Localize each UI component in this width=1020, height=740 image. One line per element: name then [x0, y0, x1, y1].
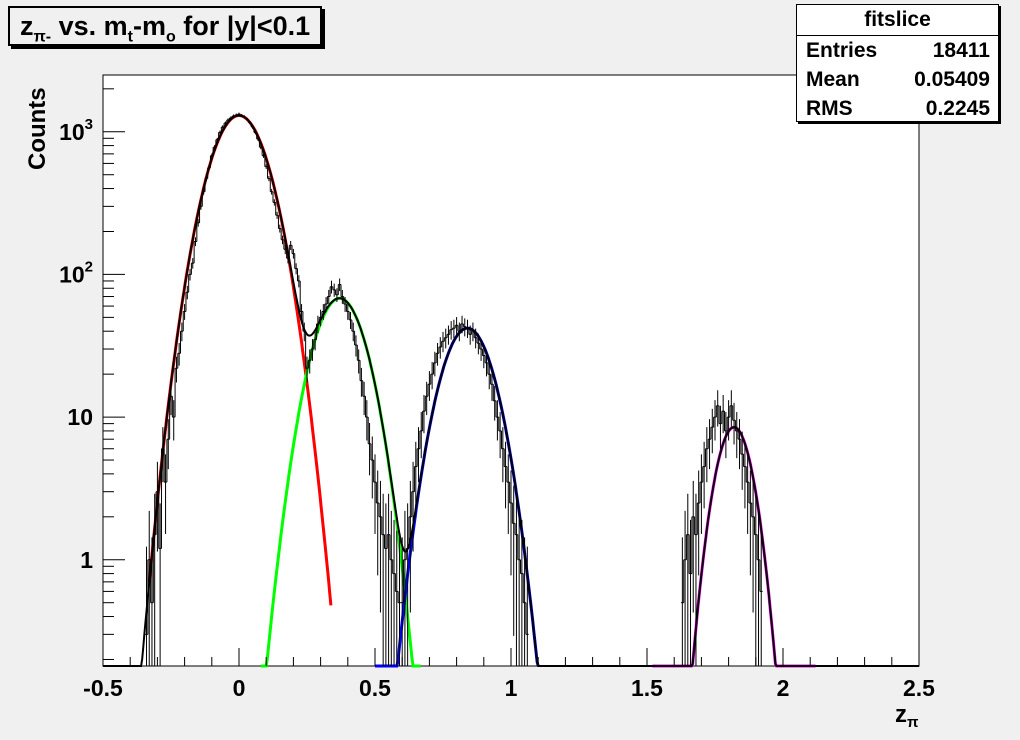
- y-axis-label: Counts: [24, 87, 51, 170]
- x-axis-label-z: z: [895, 701, 907, 728]
- y-tick-exponent: 3: [85, 116, 93, 133]
- title-rest: for |y|<0.1: [175, 11, 311, 41]
- x-tick-label: 2: [777, 675, 790, 701]
- y-tick-label: 102: [59, 258, 93, 287]
- x-tick-label: 2.5: [903, 675, 935, 701]
- y-tick-base: 1: [80, 547, 93, 573]
- x-tick-label: 0.5: [359, 675, 391, 701]
- stats-row-rms: RMS 0.2245: [797, 94, 998, 123]
- title-t-sub: t: [127, 28, 133, 46]
- title-pi-sub: π-: [33, 28, 52, 46]
- y-tick-base: 10: [59, 261, 85, 287]
- chart-title: zπ- vs. mt-mo for |y|<0.1: [8, 6, 323, 46]
- x-tick-label: -0.5: [83, 675, 123, 701]
- histogram: [145, 112, 763, 666]
- y-tick-label: 10: [67, 404, 93, 430]
- y-tick-base: 10: [59, 119, 85, 145]
- x-tick-label: 1.5: [631, 675, 663, 701]
- x-axis-label: zπ: [895, 701, 919, 731]
- title-mid: vs. m: [51, 11, 128, 41]
- plot-frame: [102, 74, 920, 667]
- title-o-sub: o: [165, 28, 176, 46]
- x-tick-label: 1: [505, 675, 518, 701]
- y-tick-label: 103: [59, 116, 93, 145]
- title-z: z: [20, 11, 34, 41]
- stats-label: Mean: [806, 68, 860, 91]
- stats-value: 0.05409: [914, 68, 990, 91]
- stats-row-entries: Entries 18411: [797, 36, 998, 65]
- stats-name: fitslice: [797, 5, 998, 36]
- stats-value: 18411: [932, 39, 990, 62]
- stats-label: RMS: [806, 97, 853, 120]
- stats-value: 0.2245: [925, 97, 990, 120]
- x-axis-label-pi: π: [907, 714, 919, 731]
- stats-box: fitslice Entries 18411 Mean 0.05409 RMS …: [796, 4, 999, 122]
- stats-row-mean: Mean 0.05409: [797, 65, 998, 94]
- x-tick-label: 0: [233, 675, 246, 701]
- y-tick-exponent: 2: [85, 258, 93, 275]
- y-tick-label: 1: [80, 547, 93, 573]
- y-tick-base: 10: [67, 404, 93, 430]
- title-dash: -m: [132, 11, 166, 41]
- stats-label: Entries: [806, 39, 878, 62]
